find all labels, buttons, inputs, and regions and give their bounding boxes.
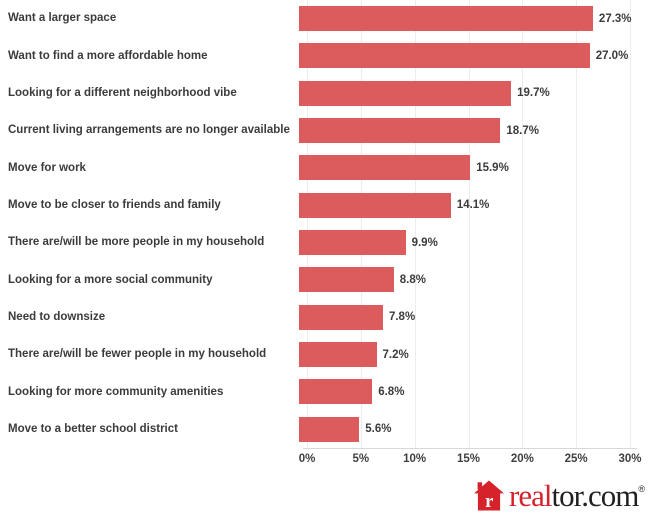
bar-track: 27.3%	[299, 6, 632, 32]
value-label: 18.7%	[506, 124, 539, 137]
bar-row: Looking for more community amenities 6.8%	[0, 373, 650, 410]
x-axis-tick-label: 10%	[403, 453, 427, 465]
logo-text-torcom: tor.com	[551, 478, 640, 513]
gridline	[630, 0, 631, 448]
value-label: 8.8%	[399, 273, 426, 286]
value-label: 27.3%	[598, 12, 632, 25]
x-axis: 0% 5% 10% 15% 20% 25% 30%	[299, 453, 642, 469]
bar-row: There are/will be fewer people in my hou…	[0, 336, 650, 373]
bar	[299, 416, 360, 442]
realtor-logo-text: realtor.com®	[509, 480, 645, 511]
category-label: Looking for a more social community	[8, 273, 213, 286]
gridline	[468, 0, 470, 448]
x-axis-line	[303, 448, 637, 449]
x-axis-tick-label: 15%	[456, 453, 481, 465]
category-label: Current living arrangements are no longe…	[8, 124, 290, 137]
gridline	[307, 0, 308, 448]
bar-track: 5.6%	[299, 416, 622, 442]
svg-text:r: r	[485, 491, 493, 511]
value-label: 7.2%	[382, 348, 409, 361]
logo-trademark: ®	[638, 484, 645, 494]
bar-track: 9.9%	[299, 230, 622, 256]
bar-track: 15.9%	[299, 155, 622, 181]
bar-row: Current living arrangements are no longe…	[0, 112, 650, 149]
bar-track: 7.8%	[299, 304, 622, 330]
bar-track: 27.0%	[299, 43, 628, 69]
category-label: Want to find a more affordable home	[8, 49, 208, 62]
bar	[299, 342, 377, 368]
category-label: There are/will be fewer people in my hou…	[8, 348, 267, 361]
bar	[299, 379, 373, 405]
category-label: Looking for a different neighborhood vib…	[8, 87, 237, 99]
gridline	[576, 0, 578, 448]
value-label: 14.1%	[456, 199, 490, 212]
category-label: There are/will be more people in my hous…	[8, 236, 265, 249]
bar-row: Want a larger space 27.3%	[0, 0, 650, 37]
bar-track: 6.8%	[299, 379, 622, 405]
realtor-logo: r realtor.com®	[474, 480, 645, 511]
bar	[299, 80, 512, 106]
x-axis-tick-label: 5%	[352, 453, 370, 465]
value-label: 19.7%	[517, 87, 550, 100]
gridline	[522, 0, 524, 448]
value-label: 9.9%	[411, 236, 438, 249]
bar	[299, 118, 501, 144]
bar-row: Need to downsize 7.8%	[0, 299, 650, 336]
bar	[299, 267, 394, 293]
gridline	[360, 0, 362, 448]
category-label: Need to downsize	[8, 310, 106, 323]
value-label: 5.6%	[365, 423, 392, 436]
bar	[299, 155, 471, 181]
category-label: Move for work	[8, 161, 86, 174]
bar-track: 18.7%	[299, 118, 622, 144]
category-label: Want a larger space	[8, 12, 117, 25]
bar-track: 7.2%	[299, 342, 622, 368]
value-label: 27.0%	[595, 49, 629, 62]
x-axis-tick-label: 25%	[564, 453, 588, 465]
bar-row: Want to find a more affordable home 27.0%	[0, 37, 650, 74]
category-label: Looking for more community amenities	[8, 385, 224, 398]
logo-text-real: real	[509, 478, 552, 513]
x-axis-tick-label: 30%	[618, 453, 642, 465]
value-label: 7.8%	[388, 311, 416, 324]
realtor-house-icon: r	[474, 480, 505, 511]
plot-area	[307, 0, 631, 448]
gridline	[414, 0, 416, 448]
x-axis-tick-label: 20%	[510, 453, 534, 465]
value-label: 15.9%	[476, 161, 509, 174]
bar-row: There are/will be more people in my hous…	[0, 224, 650, 261]
bar	[299, 304, 383, 330]
bar	[299, 192, 451, 218]
bar-row: Move to a better school district 5.6%	[0, 411, 650, 448]
bar-track: 19.7%	[299, 80, 622, 106]
value-label: 6.8%	[378, 385, 405, 398]
bar-row: Looking for a different neighborhood vib…	[0, 75, 650, 112]
category-label: Move to be closer to friends and family	[8, 198, 221, 211]
bar	[299, 43, 590, 69]
bar-row: Looking for a more social community 8.8%	[0, 261, 650, 298]
bar	[299, 6, 593, 32]
bar	[299, 230, 406, 256]
x-axis-tick-label: 0%	[298, 453, 316, 465]
bar-row: Move for work 15.9%	[0, 149, 650, 186]
bar-track: 14.1%	[299, 192, 622, 218]
bar-rows: Want a larger space 27.3% Want to find a m…	[0, 0, 650, 448]
bar-track: 8.8%	[299, 267, 622, 293]
category-label: Move to a better school district	[8, 422, 178, 435]
bar-row: Move to be closer to friends and family 1…	[0, 187, 650, 224]
